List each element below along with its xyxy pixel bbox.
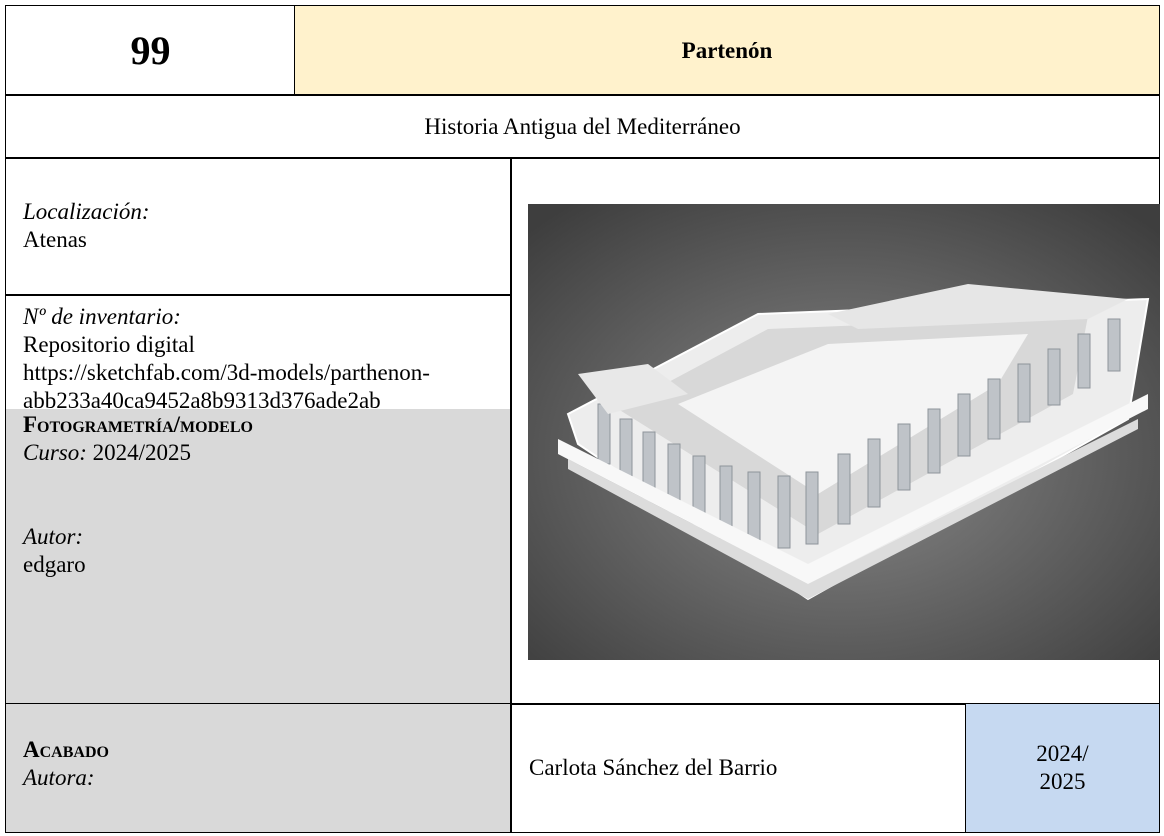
year-cell: 2024/ 2025 [965, 703, 1160, 833]
image-cell [510, 157, 1160, 705]
title-cell: Partenón [294, 5, 1160, 96]
number: 99 [130, 27, 171, 73]
number-cell: 99 [5, 5, 296, 96]
year: 2024/ 2025 [1036, 741, 1089, 794]
finish-cell: Acabado Autora: [5, 703, 512, 833]
finish-author-label: Autora: [23, 765, 95, 790]
parthenon-image [528, 204, 1160, 660]
inventory-line: Repositorio digital [23, 332, 195, 357]
photogrammetry-heading: Fotogrametría/modelo [23, 412, 253, 437]
course: 2024/2025 [92, 440, 192, 465]
inventory-cell: Nº de inventario: Repositorio digital ht… [5, 294, 512, 413]
title: Partenón [681, 37, 773, 63]
location-cell: Localización: Atenas [5, 157, 512, 296]
finish-author: Carlota Sánchez del Barrio [529, 755, 778, 780]
finish-author-cell: Carlota Sánchez del Barrio [510, 703, 967, 833]
location-value: Atenas [23, 227, 87, 252]
subtitle: Historia Antigua del Mediterráneo [424, 113, 741, 139]
inventory-line: https://sketchfab.com/3d-models/partheno… [23, 360, 430, 413]
photogrammetry-cell: Fotogrametría/modelo Curso: 2024/2025 Au… [5, 409, 512, 705]
course-label: Curso: [23, 440, 87, 465]
author: edgaro [23, 552, 86, 577]
finish-heading: Acabado [23, 737, 109, 762]
author-label: Autor: [23, 524, 84, 549]
location-label: Localización: [23, 199, 150, 224]
inventory-label: Nº de inventario: [23, 304, 181, 329]
subtitle-cell: Historia Antigua del Mediterráneo [5, 94, 1160, 159]
